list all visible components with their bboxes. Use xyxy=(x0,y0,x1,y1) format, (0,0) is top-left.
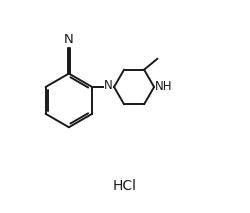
Text: N: N xyxy=(104,79,113,92)
Text: NH: NH xyxy=(155,81,173,94)
Text: HCl: HCl xyxy=(113,179,137,193)
Text: N: N xyxy=(64,33,74,46)
